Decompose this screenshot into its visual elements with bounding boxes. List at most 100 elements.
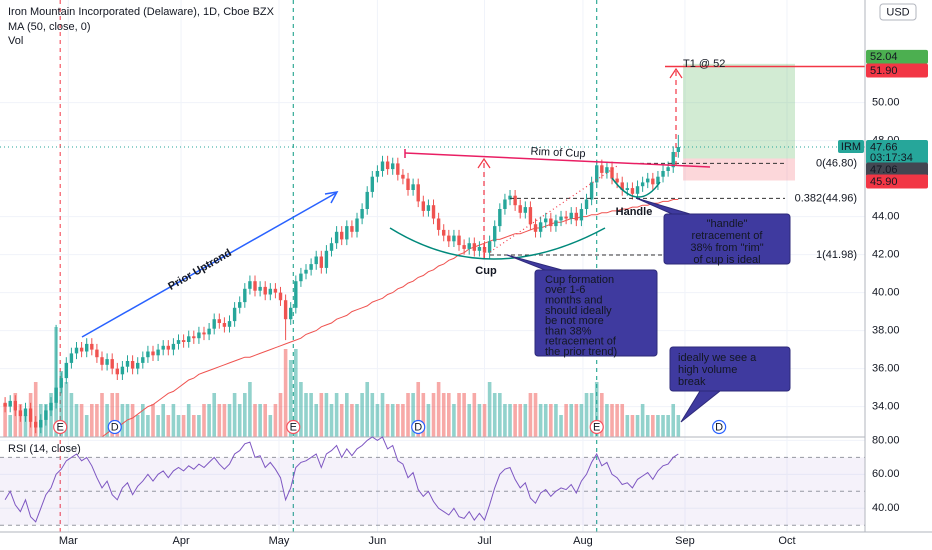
volume-bar [222, 404, 227, 437]
candle-body [498, 209, 502, 227]
volume-bar [360, 393, 364, 437]
volume-bar [105, 404, 109, 437]
event-marker [53, 419, 68, 435]
volume-bar [309, 393, 313, 437]
candle-body [421, 201, 426, 211]
candle-body [151, 351, 155, 356]
candle-body [436, 218, 441, 230]
candle-body [487, 241, 492, 253]
x-tick-label: May [269, 535, 290, 547]
volume-bar [549, 404, 553, 437]
volume-bar [79, 404, 84, 437]
event-label: E [57, 421, 64, 433]
volume-bar [110, 393, 115, 437]
callout-text: "handle" [707, 218, 748, 230]
callout-text: than 38% [545, 325, 592, 337]
currency-box [879, 3, 917, 21]
volume-bar [635, 415, 640, 437]
volume-bar [543, 404, 548, 437]
x-tick-label: Apr [172, 535, 189, 547]
target-badge-label: 52.04 [870, 51, 898, 63]
rsi-tick-label: 60.00 [872, 468, 900, 480]
rsi-line [4, 436, 679, 523]
handle-label: Handle [616, 206, 653, 218]
volume-bar [436, 382, 441, 437]
volume-bar [401, 404, 405, 437]
volume-bar [202, 404, 206, 437]
volume-bar [477, 404, 482, 437]
volume-bar [640, 404, 645, 437]
candle-body [13, 400, 18, 411]
candle-body [549, 218, 553, 227]
fib-label: 1(41.98) [816, 249, 857, 261]
volume-bar [385, 404, 390, 437]
candle-body [314, 256, 318, 265]
volume-bar [564, 404, 568, 437]
candle-body [610, 167, 614, 179]
candle-body [340, 231, 344, 240]
x-tick-label: Oct [778, 535, 795, 547]
volume-bar [431, 393, 436, 437]
volume-bar [120, 404, 125, 437]
candle-body [309, 264, 313, 270]
event-marker [411, 419, 426, 435]
candle-body [635, 186, 640, 194]
candle-body [605, 167, 609, 173]
volume-bar [651, 415, 655, 437]
candle-body [640, 182, 645, 187]
candle-body [447, 235, 451, 242]
candle-body [401, 174, 405, 179]
candle-body [426, 205, 431, 211]
volume-bar [23, 415, 28, 437]
candle-body [197, 332, 201, 339]
candle-body [268, 288, 273, 295]
volume-bar [610, 404, 614, 437]
candle-body [217, 319, 222, 323]
volume-bar [278, 393, 283, 437]
candle-body [319, 256, 324, 268]
candle-body [508, 195, 512, 200]
countdown-label: 03:17:34 [870, 152, 913, 164]
candle-body [503, 199, 507, 209]
volume-bar [3, 404, 7, 437]
candle-body [538, 222, 543, 232]
candle-body [141, 357, 145, 363]
volume-bar [253, 404, 257, 437]
volume-bar [487, 382, 492, 437]
volume-bar [589, 393, 594, 437]
candle-body [661, 171, 665, 177]
callout-box [663, 213, 791, 265]
candle-body [334, 231, 339, 244]
candle-body [676, 147, 681, 152]
position-target-zone [683, 63, 795, 159]
candle-body [518, 205, 522, 213]
volume-bar [452, 404, 456, 437]
volume-bar [258, 404, 262, 437]
volume-bar [181, 415, 186, 437]
candle-body [64, 362, 69, 379]
volume-bar [472, 393, 477, 437]
candle-body [365, 191, 369, 209]
volume-bar [406, 393, 410, 437]
callout-text: retracement of [692, 230, 764, 242]
volume-bar [620, 404, 625, 437]
volume-bar [232, 393, 237, 437]
volume-bar [227, 404, 232, 437]
event-label: D [414, 421, 422, 433]
volume-bar [130, 404, 135, 437]
callout-text: should ideally [545, 305, 612, 317]
candle-body [243, 288, 247, 303]
volume-bar [294, 349, 298, 437]
volume-bar [661, 415, 665, 437]
candle-body [23, 408, 28, 417]
event-marker [286, 419, 301, 435]
entry-badge [866, 162, 928, 177]
volume-bar [457, 393, 461, 437]
candle-body [620, 182, 624, 190]
volume-bar [100, 393, 104, 437]
volume-bar [135, 415, 140, 437]
candle-body [207, 328, 211, 335]
volume-bar [339, 404, 344, 437]
candle-body [391, 163, 395, 170]
